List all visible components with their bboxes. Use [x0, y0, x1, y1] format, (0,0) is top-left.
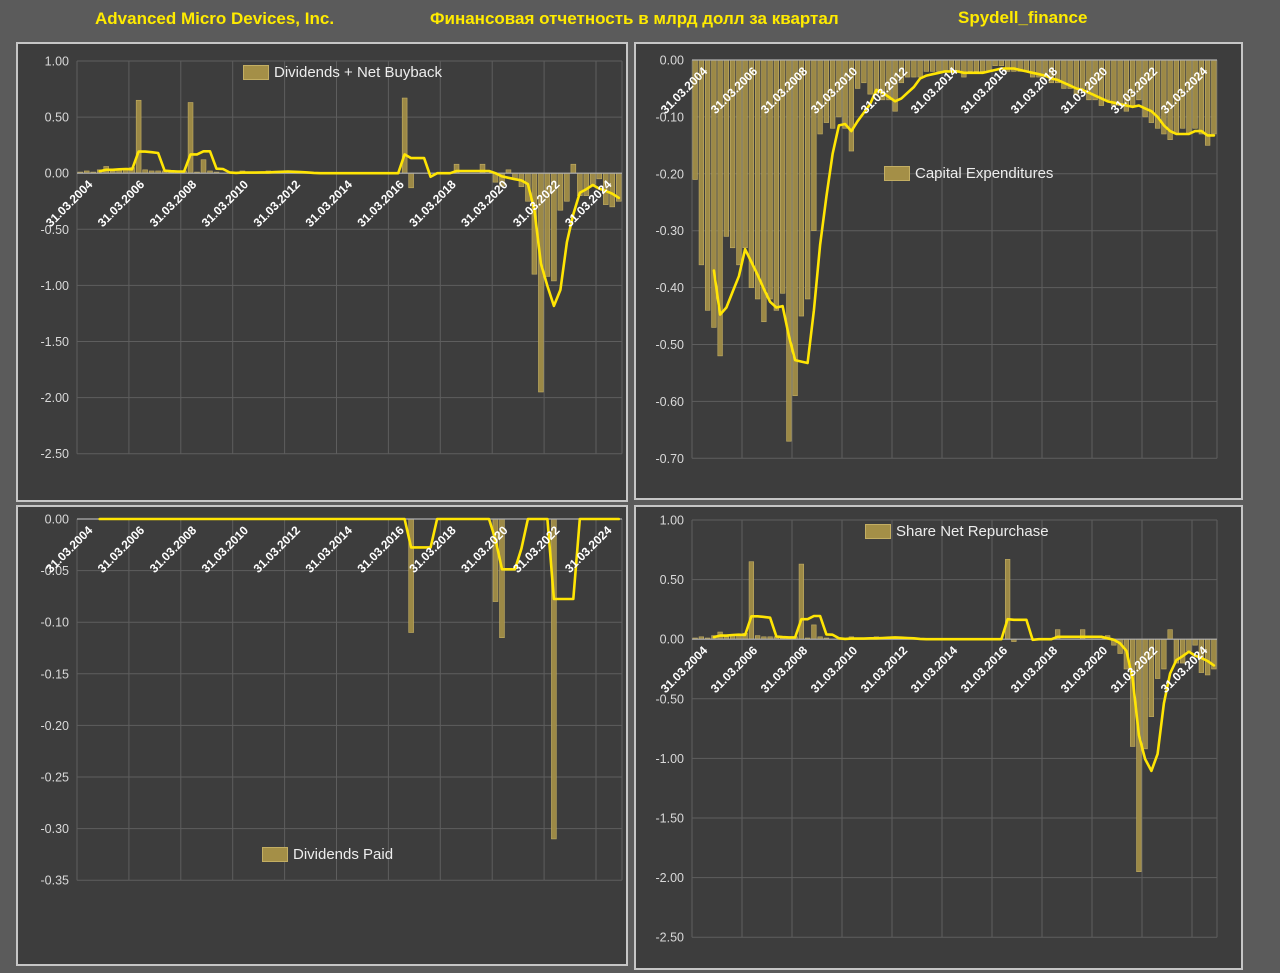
svg-text:0.00: 0.00 — [660, 54, 684, 68]
panel-capital-expenditures: 0.00 -0.10 -0.20 -0.30 -0.40 -0.50 -0.60 -0.70 3… — [634, 42, 1243, 500]
svg-text:0.00: 0.00 — [45, 513, 69, 527]
svg-text:31.03.2012: 31.03.2012 — [251, 523, 304, 576]
legend-label: Dividends + Net Buyback — [274, 64, 443, 81]
svg-text:-0.05: -0.05 — [41, 564, 70, 578]
svg-text:-2.50: -2.50 — [41, 447, 70, 461]
svg-text:0.00: 0.00 — [45, 167, 69, 181]
svg-text:31.03.2014: 31.03.2014 — [303, 177, 356, 230]
svg-text:-1.00: -1.00 — [41, 279, 70, 293]
capital-expenditures-chart: 0.00-0.10-0.20-0.30-0.40-0.50-0.60-0.703… — [656, 54, 1218, 466]
dividends-paid-chart: 0.00 -0.05 -0.10 -0.15 -0.20 -0.25 -0.30 -0.35 3… — [41, 513, 623, 888]
svg-text:31.03.2010: 31.03.2010 — [808, 643, 861, 696]
panel-dividends-paid: 0.00 -0.05 -0.10 -0.15 -0.20 -0.25 -0.30 -0.35 3… — [16, 505, 628, 966]
legend-swatch-icon — [243, 65, 269, 80]
svg-text:31.03.2016: 31.03.2016 — [958, 643, 1011, 696]
svg-text:0.50: 0.50 — [45, 111, 69, 125]
svg-text:31.03.2006: 31.03.2006 — [95, 177, 148, 230]
svg-text:31.03.2020: 31.03.2020 — [458, 177, 511, 230]
svg-text:-0.50: -0.50 — [656, 692, 685, 706]
svg-text:-0.40: -0.40 — [656, 281, 685, 295]
dividends-net-buyback-chart: 1.00 0.50 0.00 -0.50 -1.00 -1.50 -2.00 -2.50 31.… — [41, 55, 623, 461]
svg-text:-0.60: -0.60 — [656, 395, 685, 409]
svg-text:-1.50: -1.50 — [41, 335, 70, 349]
svg-text:-2.00: -2.00 — [656, 871, 685, 885]
svg-text:31.03.2024: 31.03.2024 — [562, 523, 615, 576]
share-net-repurchase-chart: 1.00 0.50 0.00 -0.50 -1.00 -1.50 -2.00 -2.50 31.… — [656, 514, 1218, 945]
svg-text:-0.10: -0.10 — [656, 110, 685, 124]
svg-text:31.03.2006: 31.03.2006 — [708, 643, 761, 696]
svg-text:31.03.2012: 31.03.2012 — [251, 177, 304, 230]
svg-text:31.03.2006: 31.03.2006 — [95, 523, 148, 576]
report-subtitle: Финансовая отчетность в млрд долл за ква… — [430, 9, 839, 28]
svg-text:1.00: 1.00 — [660, 514, 684, 528]
svg-text:31.03.2004: 31.03.2004 — [43, 177, 96, 230]
svg-text:31.03.2020: 31.03.2020 — [1058, 643, 1111, 696]
svg-text:-0.30: -0.30 — [656, 224, 685, 238]
legend-label: Capital Expenditures — [915, 165, 1054, 182]
legend-dividends-paid: Dividends Paid — [262, 846, 393, 863]
svg-text:31.03.2004: 31.03.2004 — [43, 523, 96, 576]
svg-text:-1.00: -1.00 — [656, 752, 685, 766]
legend-dividends-net-buyback: Dividends + Net Buyback — [243, 64, 442, 81]
svg-text:-0.15: -0.15 — [41, 667, 70, 681]
watermark-title: Spydell_finance — [958, 8, 1088, 27]
svg-text:-0.25: -0.25 — [41, 771, 70, 785]
svg-text:-0.35: -0.35 — [41, 874, 70, 888]
svg-text:0.00: 0.00 — [660, 633, 684, 647]
svg-text:31.03.2014: 31.03.2014 — [303, 523, 356, 576]
svg-text:31.03.2010: 31.03.2010 — [199, 177, 252, 230]
legend-label: Dividends Paid — [293, 846, 394, 863]
svg-text:31.03.2008: 31.03.2008 — [147, 177, 200, 230]
panel-share-net-repurchase: 1.00 0.50 0.00 -0.50 -1.00 -1.50 -2.00 -2.50 31.… — [634, 505, 1243, 970]
svg-text:1.00: 1.00 — [45, 55, 69, 69]
svg-text:31.03.2018: 31.03.2018 — [406, 177, 459, 230]
svg-text:-0.50: -0.50 — [41, 223, 70, 237]
svg-text:0.50: 0.50 — [660, 573, 684, 587]
svg-text:-2.50: -2.50 — [656, 931, 685, 945]
svg-text:31.03.2004: 31.03.2004 — [658, 643, 711, 696]
svg-text:-0.20: -0.20 — [41, 719, 70, 733]
svg-text:31.03.2018: 31.03.2018 — [1008, 643, 1061, 696]
svg-text:31.03.2008: 31.03.2008 — [758, 643, 811, 696]
page-header: Advanced Micro Devices, Inc. Финансовая … — [0, 0, 1280, 42]
legend-swatch-icon — [884, 166, 910, 181]
svg-text:-0.50: -0.50 — [656, 338, 685, 352]
svg-text:31.03.2008: 31.03.2008 — [147, 523, 200, 576]
svg-text:-0.70: -0.70 — [656, 452, 685, 466]
svg-text:-2.00: -2.00 — [41, 391, 70, 405]
svg-text:31.03.2012: 31.03.2012 — [858, 643, 911, 696]
company-title: Advanced Micro Devices, Inc. — [95, 9, 335, 28]
svg-text:31.03.2010: 31.03.2010 — [199, 523, 252, 576]
panel-dividends-net-buyback: 1.00 0.50 0.00 -0.50 -1.00 -1.50 -2.00 -2.50 31.… — [16, 42, 628, 502]
legend-label: Share Net Repurchase — [896, 523, 1049, 540]
svg-text:-0.20: -0.20 — [656, 167, 685, 181]
svg-text:-0.10: -0.10 — [41, 616, 70, 630]
legend-swatch-icon — [865, 524, 891, 539]
legend-swatch-icon — [262, 847, 288, 862]
svg-text:31.03.2018: 31.03.2018 — [406, 523, 459, 576]
legend-share-net-repurchase: Share Net Repurchase — [865, 523, 1049, 540]
svg-text:31.03.2014: 31.03.2014 — [908, 643, 961, 696]
svg-text:-0.30: -0.30 — [41, 822, 70, 836]
svg-text:-1.50: -1.50 — [656, 812, 685, 826]
svg-text:31.03.2016: 31.03.2016 — [354, 523, 407, 576]
legend-capital-expenditures: Capital Expenditures — [884, 165, 1053, 182]
svg-text:31.03.2016: 31.03.2016 — [354, 177, 407, 230]
